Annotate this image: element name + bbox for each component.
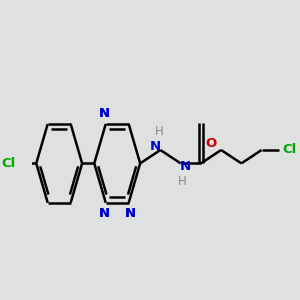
Text: N: N (99, 107, 110, 120)
Text: N: N (99, 207, 110, 220)
Text: N: N (124, 207, 136, 220)
Text: H: H (178, 175, 186, 188)
Text: O: O (205, 137, 216, 150)
Text: H: H (155, 125, 164, 138)
Text: N: N (150, 140, 161, 153)
Text: Cl: Cl (282, 143, 297, 157)
Text: Cl: Cl (1, 157, 16, 170)
Text: N: N (99, 107, 110, 120)
Text: N: N (180, 160, 191, 173)
Text: N: N (124, 207, 136, 220)
Text: N: N (99, 207, 110, 220)
